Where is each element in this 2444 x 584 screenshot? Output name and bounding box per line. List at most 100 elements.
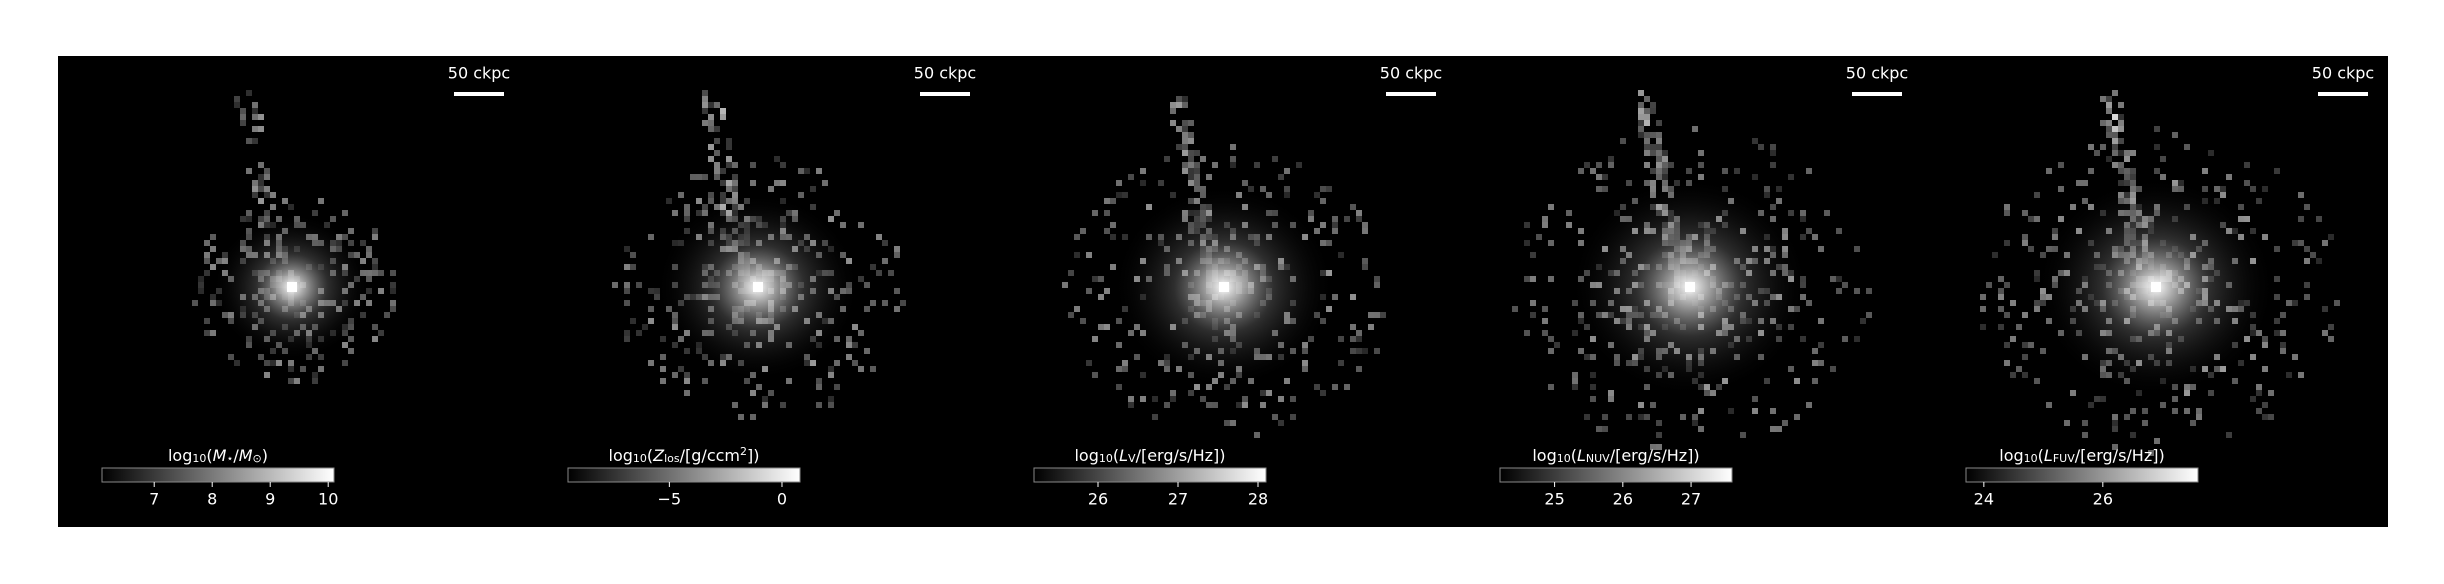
pixel	[1356, 330, 1362, 336]
pixel	[2040, 348, 2046, 354]
pixel	[1314, 228, 1320, 234]
colorbar-tick-label: 9	[265, 490, 275, 509]
pixel	[1764, 186, 1770, 192]
label-part: log	[1532, 446, 1556, 465]
pixel	[2262, 402, 2268, 408]
pixel	[258, 162, 264, 168]
pixel	[1242, 396, 1248, 402]
pixel	[252, 102, 258, 108]
pixel	[1194, 174, 1200, 180]
label-part: 10	[1557, 452, 1571, 465]
pixel	[1644, 108, 1650, 114]
pixel	[894, 288, 900, 294]
pixel	[696, 198, 702, 204]
pixel	[2112, 414, 2118, 420]
pixel	[372, 324, 378, 330]
pixel	[1602, 174, 1608, 180]
pixel	[624, 336, 630, 342]
label-part: ])	[747, 446, 759, 465]
pixel	[660, 366, 666, 372]
pixel	[390, 306, 396, 312]
pixel	[1524, 330, 1530, 336]
pixel	[240, 216, 246, 222]
pixel	[2274, 246, 2280, 252]
pixel	[726, 156, 732, 162]
pixel	[1590, 384, 1596, 390]
pixel	[1986, 282, 1992, 288]
pixel	[864, 282, 870, 288]
pixel	[1980, 306, 1986, 312]
pixel	[2142, 420, 2148, 426]
pixel	[348, 348, 354, 354]
pixel	[696, 174, 702, 180]
pixel	[2022, 210, 2028, 216]
pixel	[1992, 252, 1998, 258]
pixel	[774, 180, 780, 186]
pixel	[1344, 384, 1350, 390]
pixel	[1176, 96, 1182, 102]
pixel	[780, 402, 786, 408]
colorbar-label: log10(LFUV/[erg/s/Hz])	[1999, 446, 2164, 465]
pixel	[1752, 138, 1758, 144]
pixel	[726, 144, 732, 150]
pixel	[372, 270, 378, 276]
pixel	[1128, 402, 1134, 408]
pixel	[834, 384, 840, 390]
pixel	[660, 336, 666, 342]
pixel	[1194, 180, 1200, 186]
pixel	[264, 186, 270, 192]
pixel	[2304, 258, 2310, 264]
pixel	[1200, 156, 1206, 162]
pixel	[210, 330, 216, 336]
pixel	[2274, 294, 2280, 300]
pixel	[1536, 234, 1542, 240]
colorbar-tick-label: 27	[1168, 490, 1188, 509]
pixel	[2238, 204, 2244, 210]
pixel	[234, 96, 240, 102]
pixel	[1608, 156, 1614, 162]
pixel	[876, 270, 882, 276]
pixel	[198, 282, 204, 288]
pixel	[1296, 162, 1302, 168]
pixel	[2262, 366, 2268, 372]
pixel	[2034, 378, 2040, 384]
pixel	[666, 198, 672, 204]
pixel	[732, 402, 738, 408]
pixel	[636, 330, 642, 336]
pixel	[1332, 384, 1338, 390]
pixel	[708, 102, 714, 108]
pixel	[210, 264, 216, 270]
pixel	[1644, 114, 1650, 120]
pixel	[708, 144, 714, 150]
pixel	[1644, 138, 1650, 144]
pixel	[1530, 300, 1536, 306]
pixel	[714, 138, 720, 144]
pixel	[1758, 144, 1764, 150]
pixel	[1116, 180, 1122, 186]
pixel	[1098, 294, 1104, 300]
pixel	[840, 222, 846, 228]
pixel	[2292, 300, 2298, 306]
pixel	[750, 180, 756, 186]
pixel	[816, 402, 822, 408]
pixel	[1128, 174, 1134, 180]
pixel	[1332, 222, 1338, 228]
pixel	[1788, 174, 1794, 180]
pixel	[1350, 324, 1356, 330]
pixel	[1830, 366, 1836, 372]
pixel	[1650, 102, 1656, 108]
pixel	[1356, 348, 1362, 354]
pixel	[204, 252, 210, 258]
label-part: (	[206, 446, 212, 465]
colorbar	[101, 467, 335, 483]
pixel	[1680, 414, 1686, 420]
pixel	[1644, 162, 1650, 168]
pixel	[1650, 108, 1656, 114]
pixel	[834, 210, 840, 216]
pixel	[1188, 390, 1194, 396]
pixel	[2106, 102, 2112, 108]
pixel	[882, 300, 888, 306]
pixel	[2016, 324, 2022, 330]
pixel	[2280, 330, 2286, 336]
pixel	[246, 216, 252, 222]
